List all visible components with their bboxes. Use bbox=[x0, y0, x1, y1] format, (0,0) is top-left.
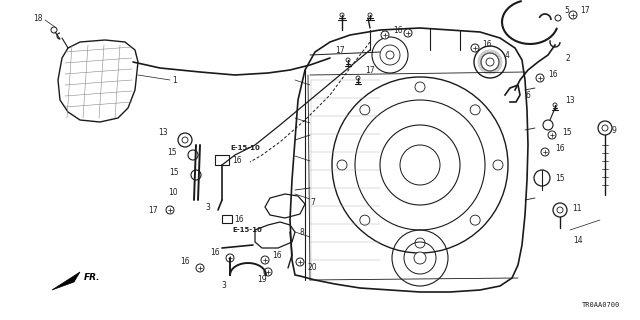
Text: 16: 16 bbox=[548, 69, 557, 78]
Circle shape bbox=[555, 15, 561, 21]
Circle shape bbox=[261, 256, 269, 264]
Text: 16: 16 bbox=[234, 214, 244, 223]
Polygon shape bbox=[52, 272, 80, 290]
Text: 6: 6 bbox=[525, 91, 530, 100]
Circle shape bbox=[543, 120, 553, 130]
Text: E-15-10: E-15-10 bbox=[232, 227, 262, 233]
Circle shape bbox=[337, 160, 347, 170]
Circle shape bbox=[188, 150, 198, 160]
Circle shape bbox=[404, 29, 412, 37]
Circle shape bbox=[541, 148, 549, 156]
Text: 17: 17 bbox=[335, 45, 345, 54]
Text: 9: 9 bbox=[612, 125, 617, 134]
Circle shape bbox=[346, 58, 350, 62]
Circle shape bbox=[470, 215, 480, 225]
Circle shape bbox=[166, 206, 174, 214]
Circle shape bbox=[381, 31, 389, 39]
Text: 16: 16 bbox=[211, 247, 220, 257]
Text: E-15-10: E-15-10 bbox=[230, 145, 260, 151]
Text: 13: 13 bbox=[158, 127, 168, 137]
Text: 2: 2 bbox=[565, 53, 570, 62]
Circle shape bbox=[360, 215, 370, 225]
Text: 20: 20 bbox=[308, 263, 317, 273]
Text: 15: 15 bbox=[562, 127, 572, 137]
Circle shape bbox=[414, 252, 426, 264]
Text: 4: 4 bbox=[505, 51, 510, 60]
Circle shape bbox=[569, 11, 577, 19]
Circle shape bbox=[296, 258, 304, 266]
Circle shape bbox=[415, 238, 425, 248]
Circle shape bbox=[360, 105, 370, 115]
Text: 3: 3 bbox=[205, 203, 210, 212]
Text: 1: 1 bbox=[172, 76, 177, 84]
Text: 3: 3 bbox=[221, 281, 226, 290]
Circle shape bbox=[470, 105, 480, 115]
Circle shape bbox=[356, 76, 360, 80]
Circle shape bbox=[474, 46, 506, 78]
Circle shape bbox=[191, 170, 201, 180]
Text: 19: 19 bbox=[257, 276, 267, 284]
Text: 14: 14 bbox=[573, 236, 582, 244]
Circle shape bbox=[553, 103, 557, 107]
Text: 16: 16 bbox=[393, 26, 403, 35]
Text: 15: 15 bbox=[555, 173, 564, 182]
Circle shape bbox=[536, 74, 544, 82]
Text: FR.: FR. bbox=[84, 274, 100, 283]
Text: 18: 18 bbox=[33, 13, 43, 22]
Text: 5: 5 bbox=[564, 5, 569, 14]
Circle shape bbox=[486, 58, 494, 66]
Circle shape bbox=[196, 264, 204, 272]
Text: 16: 16 bbox=[180, 258, 190, 267]
Text: 17: 17 bbox=[580, 5, 589, 14]
Circle shape bbox=[534, 170, 550, 186]
Text: 11: 11 bbox=[572, 204, 582, 212]
Circle shape bbox=[264, 268, 272, 276]
Circle shape bbox=[368, 13, 372, 17]
Circle shape bbox=[386, 51, 394, 59]
Circle shape bbox=[493, 160, 503, 170]
Text: 15: 15 bbox=[168, 148, 177, 156]
Circle shape bbox=[226, 254, 234, 262]
Text: 13: 13 bbox=[565, 95, 575, 105]
Text: 15: 15 bbox=[170, 167, 179, 177]
Text: 17: 17 bbox=[365, 66, 374, 75]
Text: TR0AA0700: TR0AA0700 bbox=[582, 302, 620, 308]
Text: 10: 10 bbox=[168, 188, 178, 196]
Text: 16: 16 bbox=[482, 39, 492, 49]
Circle shape bbox=[548, 131, 556, 139]
Circle shape bbox=[415, 82, 425, 92]
Text: 16: 16 bbox=[555, 143, 564, 153]
Circle shape bbox=[471, 44, 479, 52]
Circle shape bbox=[340, 13, 344, 17]
Text: 17: 17 bbox=[148, 205, 158, 214]
Text: 16: 16 bbox=[272, 251, 282, 260]
Text: 8: 8 bbox=[300, 228, 305, 236]
Text: 7: 7 bbox=[310, 197, 315, 206]
Text: 16: 16 bbox=[232, 156, 242, 164]
Circle shape bbox=[51, 27, 57, 33]
